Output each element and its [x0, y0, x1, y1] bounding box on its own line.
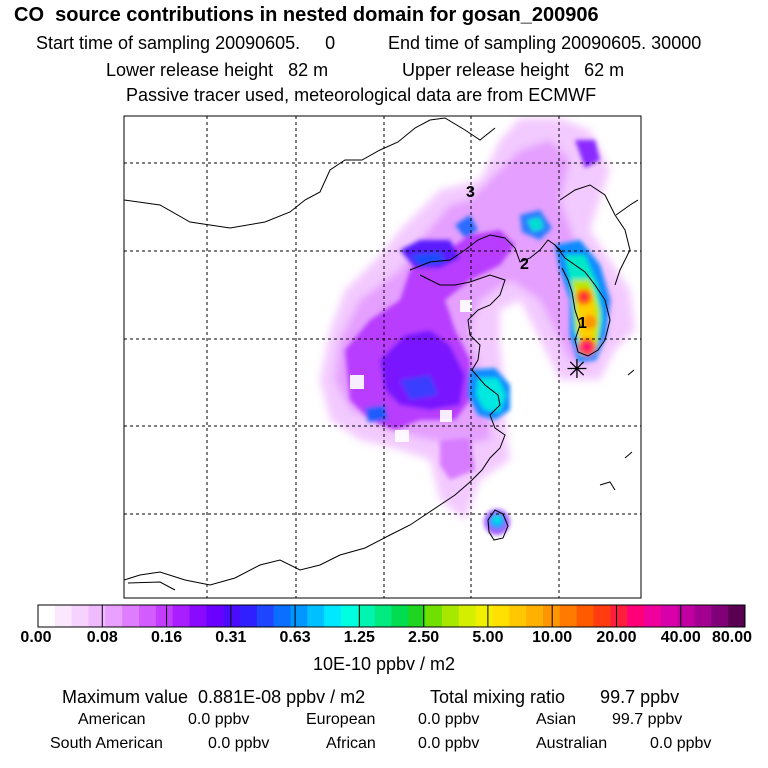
colorbar-tick-label: 1.25 [343, 629, 375, 646]
map-frame [123, 115, 642, 599]
colorbar-swatch [139, 605, 157, 627]
region-name-american: American [78, 711, 146, 728]
colorbar-tick-label: 0.08 [86, 629, 118, 646]
colorbar-swatch [526, 605, 544, 627]
region-value-american: 0.0 ppbv [188, 711, 250, 728]
colorbar-unit-label: 10E-10 ppbv / m2 [312, 654, 456, 674]
lat-lon-grid [124, 116, 641, 598]
colorbar-tick-label: 0.31 [215, 629, 247, 646]
colorbar-swatch [576, 605, 594, 627]
colorbar-swatch [38, 605, 56, 627]
colorbar-swatch [492, 605, 510, 627]
colorbar-swatch [189, 605, 207, 627]
total-mixing-ratio-label: Total mixing ratio 99.7 ppbv [430, 687, 680, 707]
tracer-note: Passive tracer used, meteorological data… [126, 85, 597, 105]
region-name-australian: Australian [536, 735, 608, 752]
colorbar-swatch [711, 605, 729, 627]
region-value-australian: 0.0 ppbv [650, 735, 712, 752]
colorbar-swatch [425, 605, 443, 627]
colorbar-tick-label: 0.00 [20, 629, 52, 646]
colorbar-swatch [54, 605, 73, 627]
colorbar-swatch [256, 605, 275, 627]
region-value-asian: 99.7 ppbv [612, 711, 683, 728]
colorbar-swatch [728, 605, 746, 627]
colorbar-swatch [206, 605, 224, 627]
region-name-european: European [306, 711, 376, 728]
marker-2: 2 [520, 256, 529, 273]
colorbar-swatch [593, 605, 611, 627]
plot-title: CO source contributions in nested domain… [14, 4, 599, 26]
colorbar-swatch [105, 605, 123, 627]
colorbar-swatch [458, 605, 477, 627]
colorbar-swatch [408, 605, 426, 627]
colorbar-swatch [677, 605, 695, 627]
colorbar-tick-label: 10.00 [532, 629, 573, 646]
colorbar-swatch [155, 605, 174, 627]
colorbar-swatch [71, 605, 89, 627]
colorbar-swatch [543, 605, 561, 627]
sampling-start-label: Start time of sampling 20090605. 0 [36, 33, 336, 53]
upper-release-label: Upper release height 62 m [402, 60, 625, 80]
colorbar-swatch [88, 605, 106, 627]
colorbar-swatch [559, 605, 578, 627]
colorbar-swatch [240, 605, 258, 627]
colorbar-swatch [644, 605, 662, 627]
sampling-end-label: End time of sampling 20090605. 30000 [388, 33, 702, 53]
coastlines [124, 117, 639, 591]
colorbar-swatch [374, 605, 392, 627]
colorbar-swatch [660, 605, 679, 627]
colorbar-tick-label: 40.00 [660, 629, 701, 646]
colorbar-tick-label: 5.00 [472, 629, 504, 646]
colorbar-swatch [324, 605, 342, 627]
colorbar-tick-label: 20.00 [596, 629, 637, 646]
region-name-african: African [326, 735, 376, 752]
colorbar-ticks [37, 605, 746, 627]
max-value-label: Maximum value 0.881E-08 ppbv / m2 [62, 687, 366, 707]
colorbar-swatch [122, 605, 140, 627]
colorbar-tick-label: 80.00 [711, 629, 753, 646]
colorbar-swatch [341, 605, 359, 627]
colorbar-swatch [391, 605, 409, 627]
colorbar-swatch [357, 605, 376, 627]
region-name-asian: Asian [536, 711, 577, 728]
colorbar-swatch [273, 605, 291, 627]
receptor-gosan-icon: ✳ [566, 355, 588, 385]
colorbar-swatch [223, 605, 241, 627]
colorbar-swatch [442, 605, 460, 627]
colorbar-swatch [694, 605, 712, 627]
marker-3: 3 [466, 184, 475, 201]
contribution-field [320, 118, 635, 535]
colorbar-tick-label: 0.16 [150, 629, 183, 646]
colorbar-swatch [307, 605, 325, 627]
colorbar-tick-label: 2.50 [408, 629, 440, 646]
colorbar-swatch [627, 605, 645, 627]
region-name-south-american: South American [50, 735, 163, 752]
region-value-european: 0.0 ppbv [418, 711, 480, 728]
region-value-african: 0.0 ppbv [418, 735, 480, 752]
colorbar-swatch [475, 605, 493, 627]
colorbar-swatch [290, 605, 308, 627]
region-value-south-american: 0.0 ppbv [208, 735, 270, 752]
colorbar-tick-label: 0.63 [279, 629, 311, 646]
colorbar-swatch [172, 605, 190, 627]
colorbar [37, 604, 746, 628]
lower-release-label: Lower release height 82 m [106, 60, 329, 80]
marker-1: 1 [578, 315, 587, 332]
colorbar-swatch [509, 605, 527, 627]
colorbar-swatch [610, 605, 628, 627]
